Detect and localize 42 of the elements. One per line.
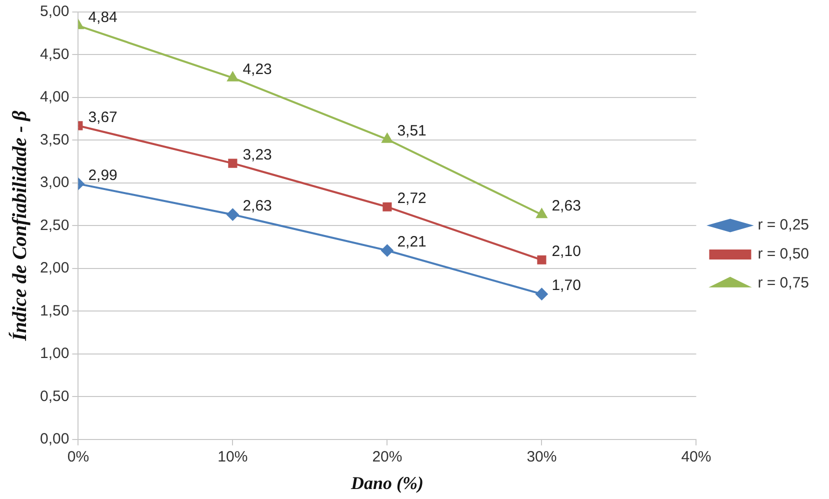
data-label: 4,84 [88,8,118,26]
x-tick-label: 30% [526,448,557,466]
data-label: 1,70 [552,277,581,294]
x-tick-label: 0% [67,448,90,466]
data-label: 4,23 [242,60,272,78]
data-label: 2,72 [397,190,426,208]
y-tick-label: 0,50 [40,388,70,405]
y-tick-label: 0,00 [40,430,70,448]
point [382,202,392,212]
data-label: 2,99 [88,166,118,184]
legend-label: r = 0,50 [758,246,810,263]
data-label: 3,23 [242,146,272,164]
point [536,288,548,300]
point [228,158,238,168]
point [382,133,393,143]
y-tick-label: 3,00 [40,174,70,192]
point [537,255,546,264]
y-tick-label: 2,00 [40,260,70,277]
data-label: 2,10 [552,243,581,260]
y-tick-label: 4,00 [40,88,70,106]
point [227,72,238,82]
legend-label: r = 0,25 [758,216,810,234]
data-label: 3,67 [88,108,118,126]
y-tick-label: 1,00 [40,345,70,362]
y-tick-label: 5,00 [40,3,70,20]
data-label: 2,63 [552,198,581,215]
y-tick-label: 3,50 [40,131,70,148]
x-axis-title: Dano (%) [350,472,424,493]
y-tick-label: 1,50 [40,302,70,320]
y-tick-label: 4,50 [40,46,70,63]
y-tick-label: 2,50 [40,216,70,234]
point [226,208,239,221]
data-label: 2,63 [242,198,272,215]
data-label: 2,21 [397,234,426,251]
x-tick-label: 20% [372,448,402,466]
point [381,244,394,256]
data-label: 3,51 [397,122,426,140]
y-axis-title: Índice de Confiabilidade - β [8,110,32,342]
point [536,208,548,218]
x-tick-label: 10% [218,448,248,466]
legend-label: r = 0,75 [758,274,810,292]
x-tick-label: 40% [681,448,712,466]
